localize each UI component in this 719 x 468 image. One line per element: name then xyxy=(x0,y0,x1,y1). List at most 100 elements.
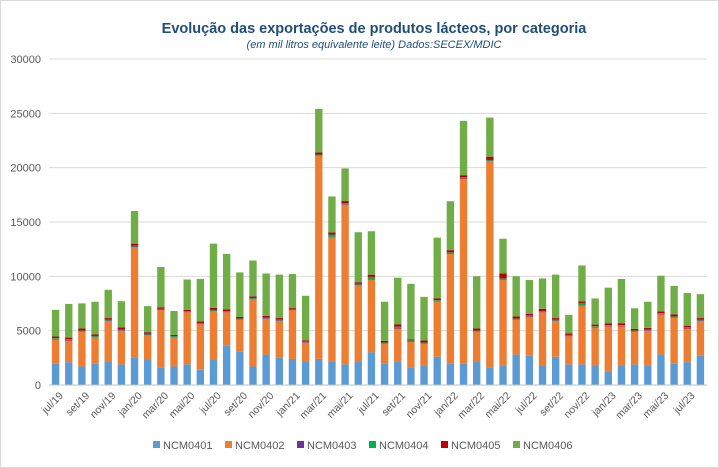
bar-segment-ncm0405 xyxy=(301,340,310,342)
bar-segment-ncm0404 xyxy=(565,334,573,336)
bar-segment-ncm0403 xyxy=(170,336,178,338)
bar-segment-ncm0406 xyxy=(104,289,112,319)
bar-segment-ncm0401 xyxy=(51,363,60,385)
bar-segment-ncm0403 xyxy=(525,315,534,317)
bar-segment-ncm0401 xyxy=(367,352,376,385)
bar-segment-ncm0406 xyxy=(683,293,691,326)
bar-segment-ncm0401 xyxy=(433,356,441,385)
bar-segment-ncm0404 xyxy=(486,159,494,161)
bar-segment-ncm0405 xyxy=(104,318,112,320)
bar-segment-ncm0405 xyxy=(486,156,494,160)
bar-segment-ncm0401 xyxy=(144,360,152,385)
bar-segment-ncm0406 xyxy=(486,117,494,157)
bar-segment-ncm0402 xyxy=(446,253,455,364)
bar-segment-ncm0401 xyxy=(315,358,323,385)
bar-segment-ncm0403 xyxy=(117,330,126,331)
y-tick-label: 10000 xyxy=(10,271,41,283)
x-tick-label: jul/22 xyxy=(513,390,540,417)
bar-segment-ncm0403 xyxy=(696,320,705,321)
bar-segment-ncm0405 xyxy=(130,243,139,246)
bar-segment-ncm0403 xyxy=(683,327,691,329)
bar-segment-ncm0405 xyxy=(525,313,534,316)
bar-segment-ncm0401 xyxy=(538,365,547,385)
bar-segment-ncm0405 xyxy=(657,311,665,314)
bar-segment-ncm0405 xyxy=(696,318,705,320)
bar-segment-ncm0402 xyxy=(565,336,573,365)
bar-segment-ncm0405 xyxy=(644,327,652,330)
bar-segment-ncm0406 xyxy=(196,278,205,322)
bar-segment-ncm0404 xyxy=(512,318,520,320)
bar-segment-ncm0406 xyxy=(236,272,244,317)
bar-segment-ncm0402 xyxy=(209,311,218,361)
bar-segment-ncm0405 xyxy=(407,339,415,341)
bar-segment-ncm0405 xyxy=(538,308,547,311)
bar-segment-ncm0406 xyxy=(170,310,178,335)
x-tick-label: jul/23 xyxy=(671,390,698,417)
bar-segment-ncm0401 xyxy=(275,357,283,385)
bar-segment-ncm0405 xyxy=(394,324,402,327)
bar-segment-ncm0402 xyxy=(473,331,481,362)
bar-segment-ncm0402 xyxy=(157,310,165,368)
bar-segment-ncm0401 xyxy=(446,363,455,385)
y-tick-label: 5000 xyxy=(17,326,41,338)
bar-segment-ncm0406 xyxy=(275,274,283,319)
bar-segment-ncm0404 xyxy=(51,338,60,339)
bar-segment-ncm0405 xyxy=(157,307,165,309)
bar-segment-ncm0406 xyxy=(433,237,441,299)
legend-swatch-ncm0406 xyxy=(513,441,520,448)
bar-segment-ncm0404 xyxy=(328,234,336,237)
bar-segment-ncm0402 xyxy=(696,320,705,356)
bar-segment-ncm0403 xyxy=(512,319,520,320)
bar-segment-ncm0406 xyxy=(525,280,534,314)
bar-segment-ncm0403 xyxy=(183,311,191,313)
bar-segment-ncm0402 xyxy=(236,319,244,352)
bar-segment-ncm0401 xyxy=(499,365,507,385)
bar-segment-ncm0403 xyxy=(551,320,560,321)
bar-segment-ncm0402 xyxy=(275,320,283,358)
bar-segment-ncm0402 xyxy=(367,279,376,353)
bar-segment-ncm0403 xyxy=(644,330,652,331)
bar-segment-ncm0403 xyxy=(275,320,283,321)
bar-segment-ncm0404 xyxy=(262,317,270,319)
bar-segment-ncm0406 xyxy=(315,108,323,153)
x-tick-label: nov/22 xyxy=(562,390,593,421)
bar-segment-ncm0404 xyxy=(301,341,310,343)
bar-segment-ncm0401 xyxy=(473,361,481,385)
bar-segment-ncm0403 xyxy=(65,339,73,341)
bar-segment-ncm0402 xyxy=(459,178,468,364)
bar-segment-ncm0401 xyxy=(578,364,586,385)
x-tick-label: set/21 xyxy=(379,390,408,419)
bar-segment-ncm0404 xyxy=(209,309,218,311)
bar-segment-ncm0403 xyxy=(486,160,494,162)
bar-segment-ncm0406 xyxy=(446,201,455,251)
legend-label-ncm0405: NCM0405 xyxy=(451,440,501,452)
bar-segment-ncm0406 xyxy=(380,301,389,341)
bar-segment-ncm0401 xyxy=(262,354,270,385)
bar-segment-ncm0404 xyxy=(670,316,678,318)
bar-segment-ncm0404 xyxy=(538,310,547,312)
bar-segment-ncm0404 xyxy=(354,283,362,285)
x-tick-label: jul/19 xyxy=(39,390,66,417)
bar-segment-ncm0406 xyxy=(288,274,297,308)
bar-segment-ncm0405 xyxy=(144,332,152,334)
bar-segment-ncm0404 xyxy=(407,340,415,341)
bar-segment-ncm0404 xyxy=(380,342,389,344)
bar-segment-ncm0401 xyxy=(420,365,428,385)
bar-segment-ncm0402 xyxy=(354,285,362,362)
legend-label-ncm0403: NCM0403 xyxy=(307,440,357,452)
bar-segment-ncm0406 xyxy=(604,287,612,324)
bar-segment-ncm0402 xyxy=(91,337,99,364)
legend-label-ncm0401: NCM0401 xyxy=(163,440,213,452)
bar-segment-ncm0401 xyxy=(630,364,639,385)
bar-segment-ncm0403 xyxy=(630,331,639,332)
bar-segment-ncm0406 xyxy=(512,276,520,317)
bar-segment-ncm0401 xyxy=(604,371,612,385)
bar-segment-ncm0405 xyxy=(459,175,468,178)
x-tick-label: mai/20 xyxy=(167,390,198,421)
legend-swatch-ncm0405 xyxy=(441,441,448,448)
bar-segment-ncm0405 xyxy=(249,296,257,298)
bar-segment-ncm0404 xyxy=(420,342,428,344)
bar-segment-ncm0404 xyxy=(551,319,560,321)
bar-segment-ncm0406 xyxy=(144,306,152,333)
bar-segment-ncm0404 xyxy=(578,302,586,306)
